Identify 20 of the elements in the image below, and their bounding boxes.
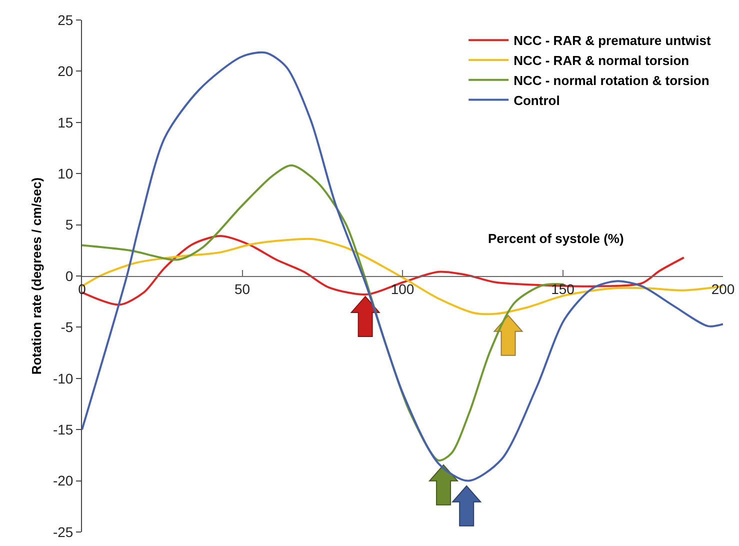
y-axis-title: Rotation rate (degrees / cm/sec) <box>28 177 44 375</box>
y-tick-label: -10 <box>52 370 74 386</box>
legend-label: NCC - RAR & premature untwist <box>514 33 712 48</box>
y-tick-label: 0 <box>65 268 74 284</box>
x-tick-label: 200 <box>711 280 735 297</box>
legend-label: Control <box>514 92 560 108</box>
y-tick-label: -15 <box>52 422 74 438</box>
y-tick-label: -5 <box>60 319 74 336</box>
legend-label: NCC - RAR & normal torsion <box>514 53 690 68</box>
y-tick-label: 25 <box>58 12 74 28</box>
y-tick-label: 10 <box>58 166 74 182</box>
y-tick-label: -20 <box>52 472 74 489</box>
y-tick-label: 5 <box>65 216 74 233</box>
y-tick-label: 20 <box>58 63 74 80</box>
x-tick-label: 50 <box>234 280 250 297</box>
legend-label: NCC - normal rotation & torsion <box>514 72 710 88</box>
y-tick-label: -25 <box>52 524 74 540</box>
x-tick-label: 100 <box>390 280 414 297</box>
y-tick-label: 15 <box>58 114 74 130</box>
x-axis-title: Percent of systole (%) <box>488 231 624 246</box>
